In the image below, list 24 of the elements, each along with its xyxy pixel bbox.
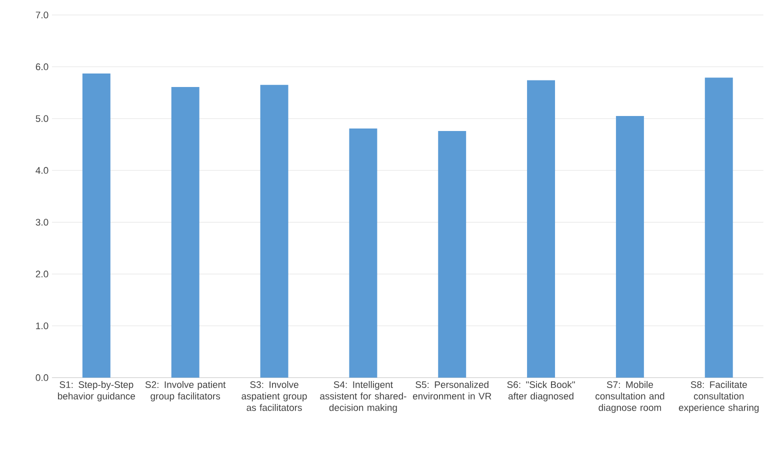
x-tick-label: S3: Involve aspatient group as facilitators [242, 381, 307, 412]
y-tick-label: 7.0 [36, 12, 48, 19]
x-tick-label: S1: Step-by-Step behavior guidance [58, 381, 136, 402]
x-tick-label: S8: Facilitate consultation experience sharing [678, 381, 759, 414]
bar [704, 78, 733, 378]
bar [349, 128, 378, 378]
bar [171, 87, 200, 378]
y-tick-label: 2.0 [36, 270, 48, 278]
bar [438, 131, 466, 378]
y-tick-label: 5.0 [36, 115, 48, 122]
x-tick-label: S5: Personalized environment in VR [412, 381, 492, 400]
y-tick-label: 4.0 [36, 167, 48, 174]
x-tick-label: S7: Mobile consultation and diagnose room [596, 381, 664, 414]
x-tick-label: S2: Involve patient group facilitators [145, 381, 226, 402]
y-tick-label: 6.0 [36, 64, 48, 70]
bar [260, 85, 288, 378]
y-tick-label: 1.0 [36, 322, 48, 330]
bar [82, 74, 110, 378]
y-tick-label: 3.0 [36, 219, 48, 226]
x-tick-label: S6: "Sick Book" after diagnosed [507, 381, 575, 402]
bar [527, 80, 556, 378]
bar [616, 116, 644, 378]
y-tick-label: 0.0 [36, 374, 48, 382]
x-tick-label: S4: Intelligent assistent for shared-decision making [320, 381, 406, 414]
